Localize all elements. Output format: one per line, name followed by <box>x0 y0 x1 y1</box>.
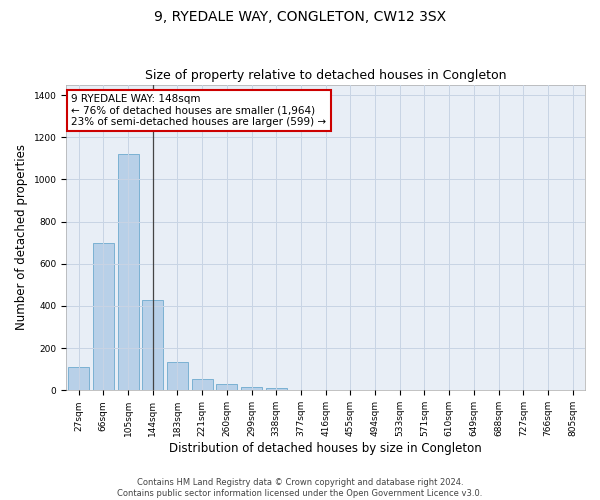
Text: 9, RYEDALE WAY, CONGLETON, CW12 3SX: 9, RYEDALE WAY, CONGLETON, CW12 3SX <box>154 10 446 24</box>
Bar <box>217 384 238 390</box>
Y-axis label: Number of detached properties: Number of detached properties <box>15 144 28 330</box>
Bar <box>266 388 287 390</box>
Text: Contains HM Land Registry data © Crown copyright and database right 2024.
Contai: Contains HM Land Registry data © Crown c… <box>118 478 482 498</box>
Title: Size of property relative to detached houses in Congleton: Size of property relative to detached ho… <box>145 69 506 82</box>
Bar <box>142 300 163 390</box>
Bar <box>167 362 188 390</box>
Bar <box>241 386 262 390</box>
Bar <box>118 154 139 390</box>
Bar <box>93 242 114 390</box>
Bar <box>68 367 89 390</box>
Bar <box>191 380 212 390</box>
X-axis label: Distribution of detached houses by size in Congleton: Distribution of detached houses by size … <box>169 442 482 455</box>
Text: 9 RYEDALE WAY: 148sqm
← 76% of detached houses are smaller (1,964)
23% of semi-d: 9 RYEDALE WAY: 148sqm ← 76% of detached … <box>71 94 326 127</box>
